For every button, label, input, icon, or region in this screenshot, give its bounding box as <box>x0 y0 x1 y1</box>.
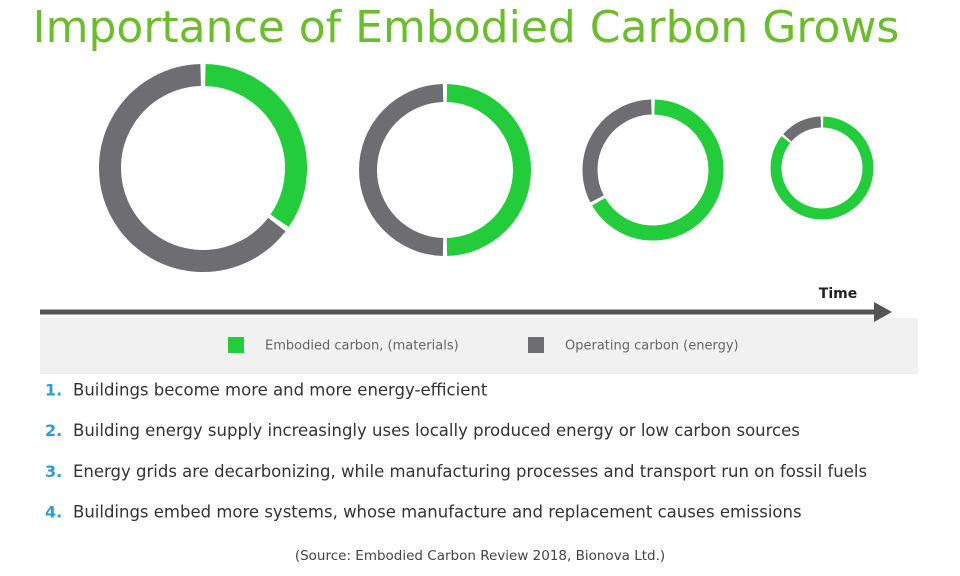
list-number: 2. <box>45 421 62 440</box>
source-note: (Source: Embodied Carbon Review 2018, Bi… <box>295 548 665 564</box>
legend-swatch <box>228 337 244 353</box>
x-axis-label: Time <box>819 286 857 302</box>
legend-label: Operating carbon (energy) <box>565 339 739 354</box>
chart-title: Importance of Embodied Carbon Grows <box>33 2 900 53</box>
donut-segment <box>592 99 724 241</box>
legend-box <box>40 318 918 374</box>
list-number: 3. <box>45 462 62 481</box>
donut-segment <box>783 116 822 142</box>
list-text: Buildings become more and more energy-ef… <box>73 381 488 400</box>
list-text: Buildings embed more systems, whose manu… <box>73 503 802 522</box>
donut-segment <box>446 84 531 256</box>
list-number: 4. <box>45 503 62 522</box>
donut-segment <box>99 64 286 272</box>
donut-segment <box>359 84 444 256</box>
legend-label: Embodied carbon, (materials) <box>265 339 459 354</box>
donut-segment <box>582 99 652 203</box>
donut-segment <box>770 116 874 220</box>
arrow-head <box>874 302 892 322</box>
list-text: Building energy supply increasingly uses… <box>73 421 800 440</box>
list-number: 1. <box>45 381 62 400</box>
list-text: Energy grids are decarbonizing, while ma… <box>73 462 867 481</box>
legend-swatch <box>528 337 544 353</box>
donut-segment <box>204 64 307 227</box>
